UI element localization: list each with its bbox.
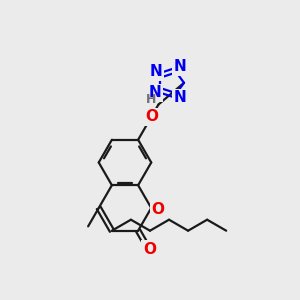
Text: N: N — [150, 64, 162, 79]
Text: O: O — [143, 242, 156, 256]
Text: O: O — [152, 202, 165, 217]
Text: N: N — [148, 85, 161, 100]
Text: N: N — [173, 59, 186, 74]
Text: H: H — [146, 94, 156, 106]
Text: N: N — [173, 90, 186, 105]
Text: O: O — [145, 109, 158, 124]
